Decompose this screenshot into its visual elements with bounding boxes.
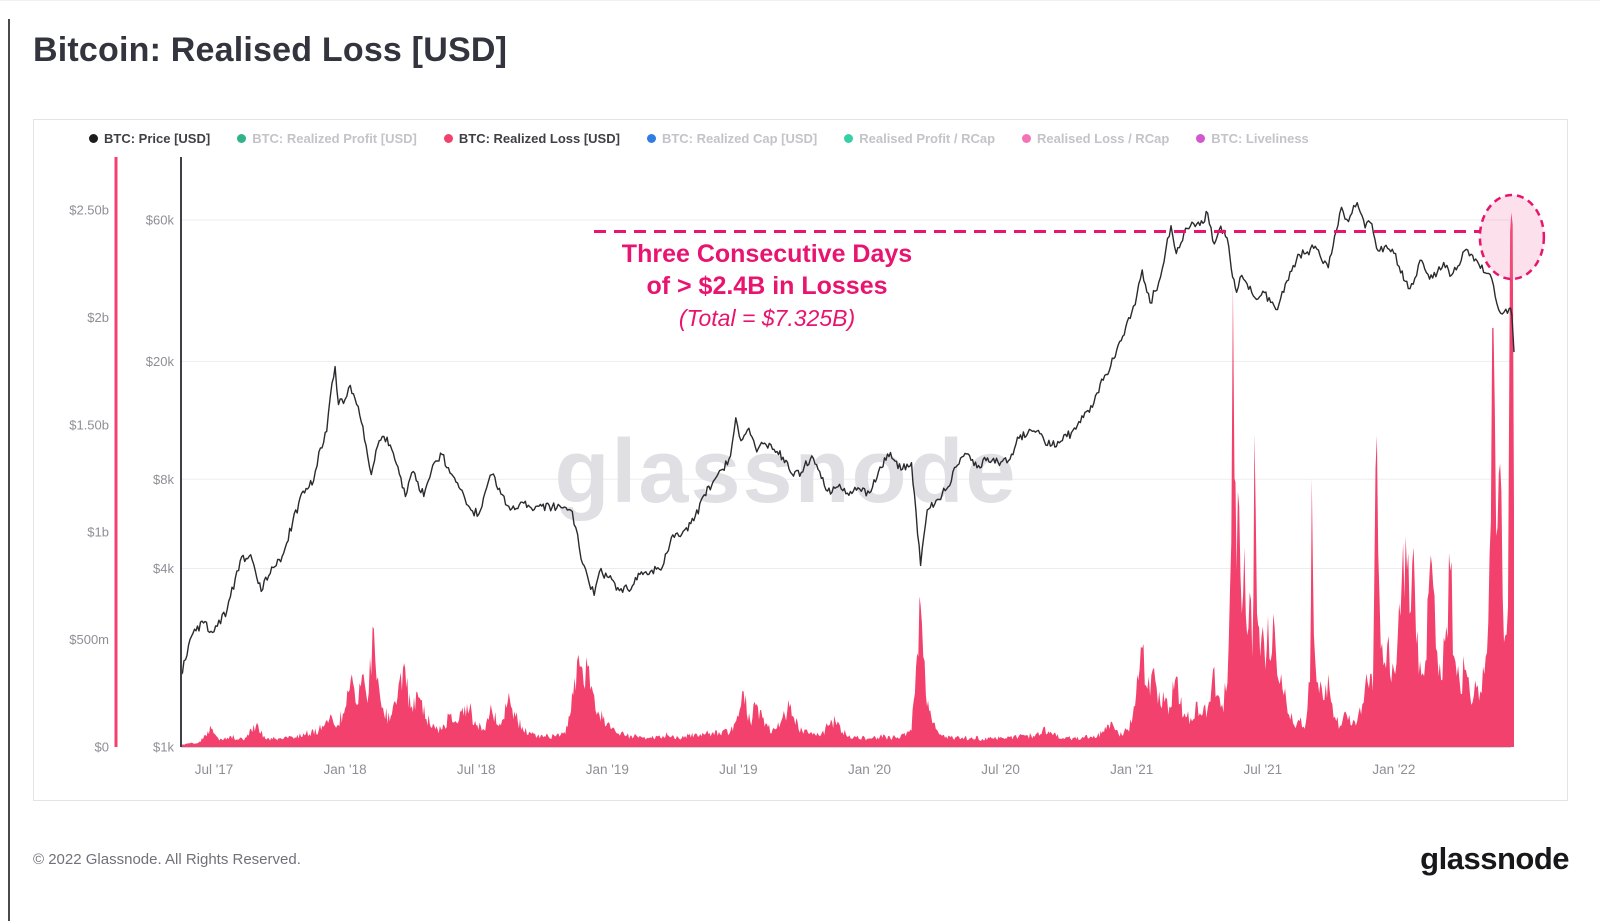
x-axis-tick: Jan '19	[586, 762, 629, 777]
y-axis-loss-tick: $500m	[69, 632, 109, 647]
window-edge-line	[8, 19, 10, 921]
highlight-ellipse	[1478, 193, 1546, 281]
y-axis-loss-tick: $1b	[87, 525, 109, 540]
legend-label: BTC: Price [USD]	[104, 131, 211, 146]
loss-area-series	[181, 212, 1514, 748]
y-axis-price-tick: $1k	[153, 740, 174, 755]
legend-dot-icon	[844, 134, 854, 143]
legend-label: BTC: Realized Profit [USD]	[252, 131, 417, 146]
x-axis-tick: Jan '20	[848, 762, 891, 777]
legend-item-4[interactable]: Realised Profit / RCap	[844, 131, 995, 146]
y-axis-loss-tick: $2b	[87, 310, 109, 325]
y-axis-loss-tick: $0	[95, 740, 109, 755]
page-title: Bitcoin: Realised Loss [USD]	[33, 31, 508, 69]
copyright-text: © 2022 Glassnode. All Rights Reserved.	[33, 850, 301, 868]
chart-svg[interactable]: glassnode $2.50b $2b $1.50b $1b $500m $0 $60k $2…	[34, 120, 1567, 800]
x-axis-tick: Jan '22	[1372, 762, 1415, 777]
legend-label: Realised Loss / RCap	[1037, 131, 1170, 146]
legend-label: BTC: Realized Cap [USD]	[661, 131, 818, 146]
legend-dot-icon	[646, 134, 656, 143]
legend-item-2[interactable]: BTC: Realized Loss [USD]	[443, 131, 620, 146]
legend-item-0[interactable]: BTC: Price [USD]	[89, 131, 210, 146]
legend-dot-icon	[89, 134, 98, 143]
y-axis-price-tick: $60k	[146, 213, 175, 228]
price-line-series	[180, 202, 1515, 676]
x-axis-tick: Jul '20	[981, 762, 1020, 777]
y-axis-price-tick: $8k	[153, 472, 174, 487]
x-axis-tick: Jan '18	[324, 762, 367, 777]
legend-item-5[interactable]: Realised Loss / RCap	[1022, 131, 1169, 146]
legend-label: Realised Profit / RCap	[859, 131, 996, 146]
legend-label: BTC: Liveliness	[1211, 131, 1309, 146]
x-axis-tick: Jan '21	[1110, 762, 1153, 777]
legend-dot-icon	[1196, 134, 1206, 143]
y-axis-price-tick: $4k	[153, 561, 174, 576]
x-axis-tick: Jul '19	[719, 762, 758, 777]
legend-dot-icon	[237, 134, 247, 143]
y-axis-price-tick: $20k	[146, 354, 175, 369]
legend-dot-icon	[443, 134, 453, 143]
x-axis-tick: Jul '18	[457, 762, 496, 777]
footer: © 2022 Glassnode. All Rights Reserved. g…	[33, 837, 1569, 881]
chart-card: glassnode $2.50b $2b $1.50b $1b $500m $0 $60k $2…	[33, 119, 1568, 801]
y-axis-loss-tick: $2.50b	[69, 203, 109, 218]
chart-legend: BTC: Price [USD] BTC: Realized Profit [US…	[89, 131, 1309, 146]
legend-item-6[interactable]: BTC: Liveliness	[1196, 131, 1309, 146]
watermark: glassnode	[554, 422, 1017, 522]
legend-label: BTC: Realized Loss [USD]	[458, 131, 620, 146]
y-axis-loss-tick: $1.50b	[69, 417, 109, 432]
legend-item-3[interactable]: BTC: Realized Cap [USD]	[646, 131, 818, 146]
legend-dot-icon	[1022, 134, 1032, 143]
x-axis-tick: Jul '21	[1243, 762, 1282, 777]
glassnode-wordmark: glassnode	[1420, 841, 1569, 876]
legend-item-1[interactable]: BTC: Realized Profit [USD]	[237, 131, 417, 146]
x-axis-tick: Jul '17	[195, 762, 234, 777]
